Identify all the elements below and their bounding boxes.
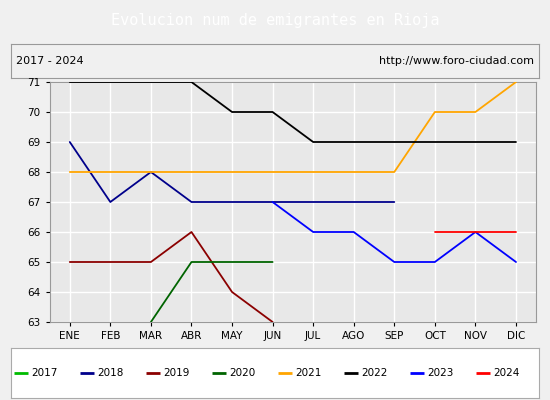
Text: 2017: 2017 (31, 368, 57, 378)
Text: 2022: 2022 (361, 368, 387, 378)
Text: 2021: 2021 (295, 368, 321, 378)
Text: 2018: 2018 (97, 368, 123, 378)
Text: 2017 - 2024: 2017 - 2024 (16, 56, 84, 66)
Text: Evolucion num de emigrantes en Rioja: Evolucion num de emigrantes en Rioja (111, 14, 439, 28)
Text: 2019: 2019 (163, 368, 189, 378)
Text: 2020: 2020 (229, 368, 255, 378)
Text: 2023: 2023 (427, 368, 453, 378)
Text: 2024: 2024 (493, 368, 519, 378)
Text: http://www.foro-ciudad.com: http://www.foro-ciudad.com (379, 56, 534, 66)
